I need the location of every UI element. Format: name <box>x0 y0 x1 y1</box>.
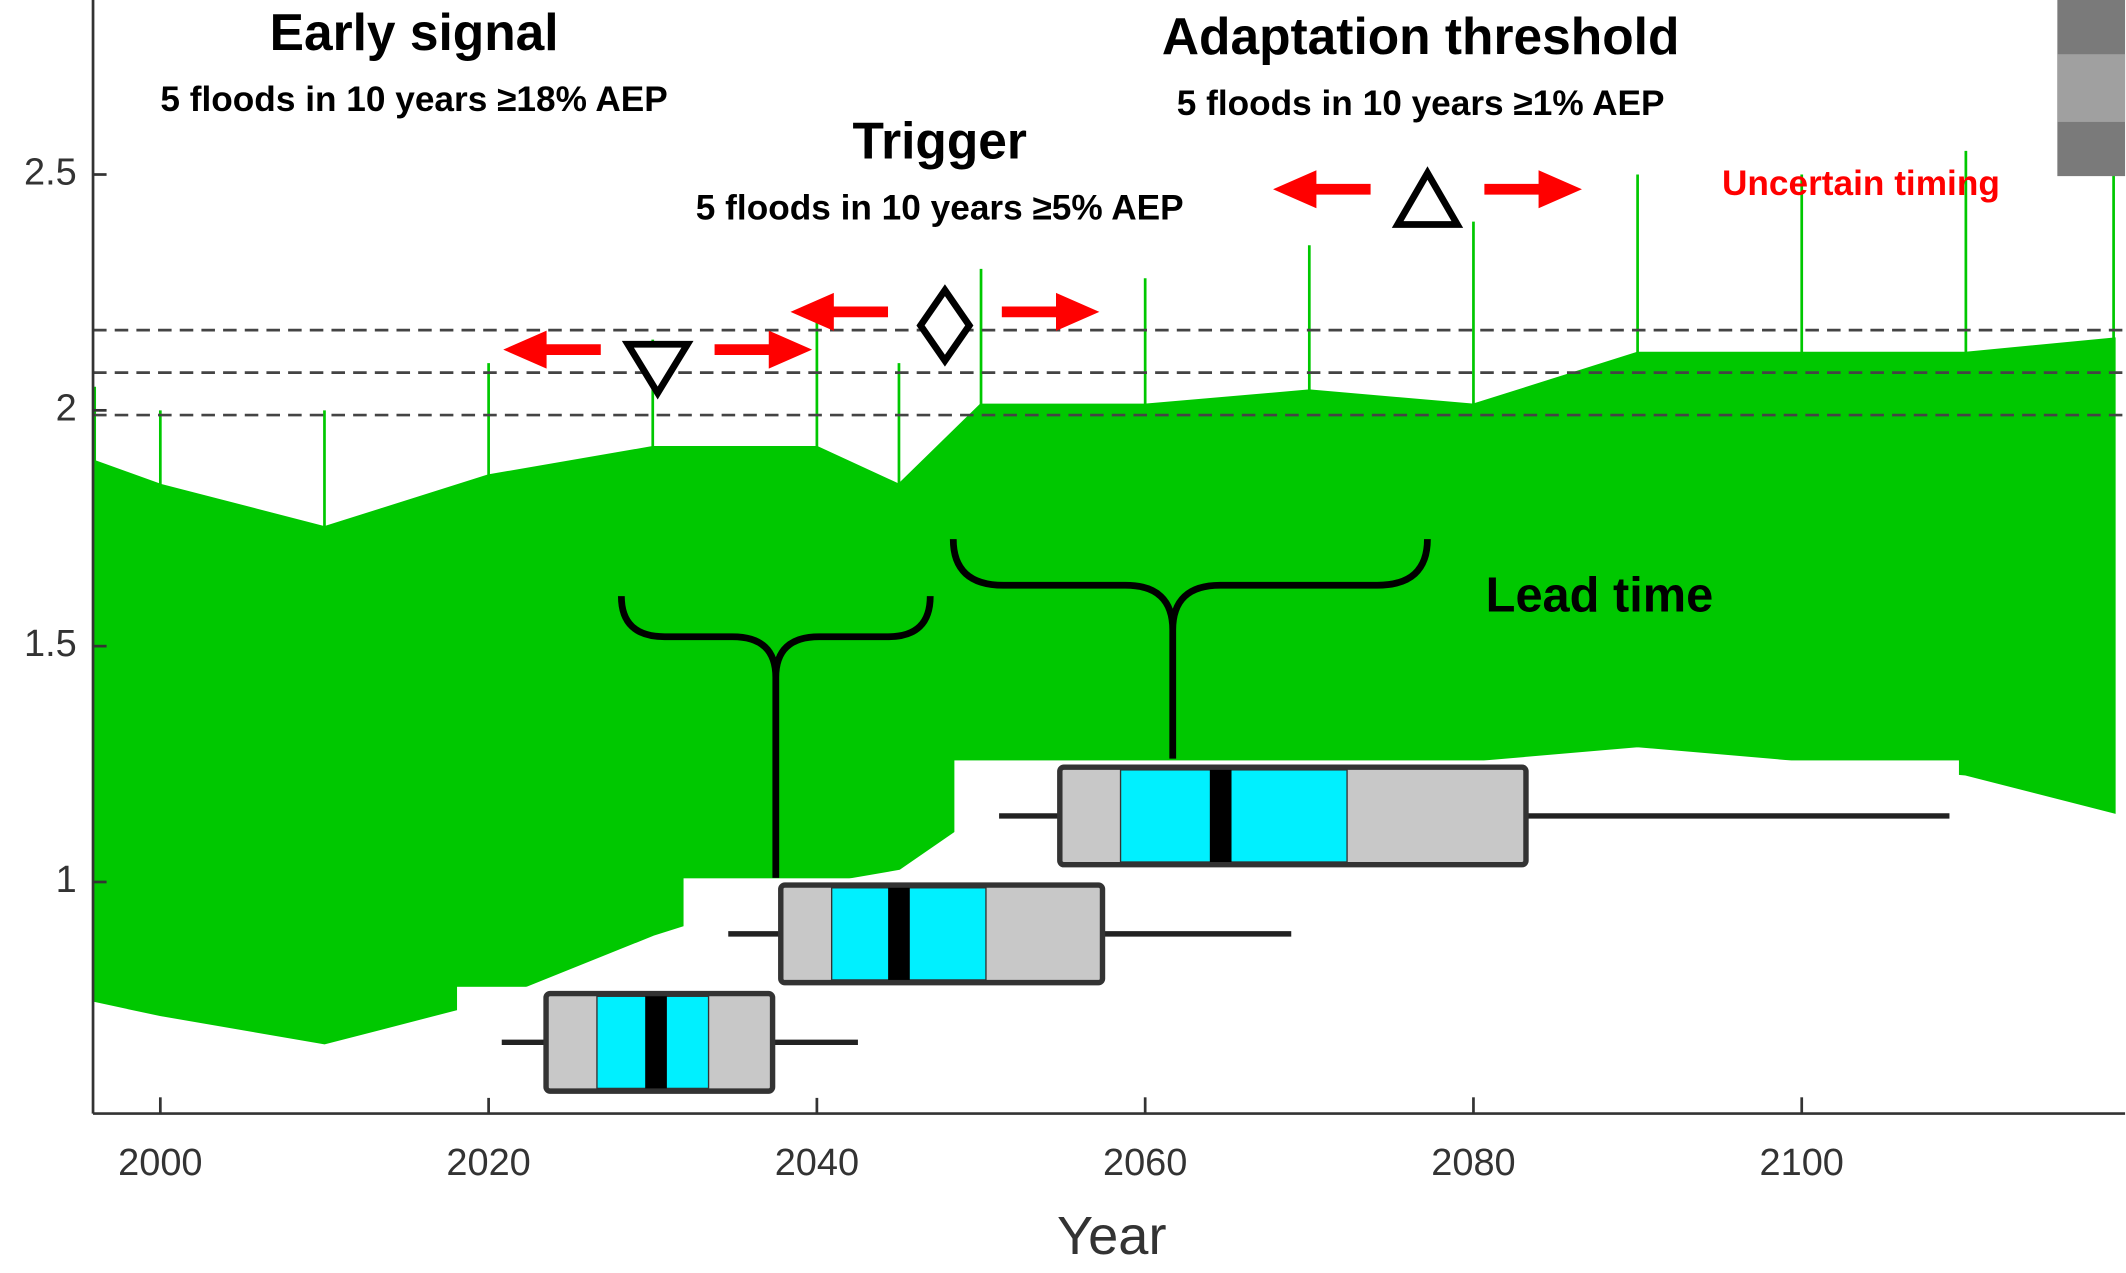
boxplot-median <box>1209 769 1232 863</box>
y-tick-label: 2.5 <box>24 152 77 194</box>
x-tick-label: 2000 <box>118 1142 202 1184</box>
y-tick-label: 2 <box>56 387 77 429</box>
annotation: Adaptation threshold <box>1162 7 1680 65</box>
marker <box>621 340 694 400</box>
annotation: 5 floods in 10 years ≥5% AEP <box>696 188 1184 227</box>
marker <box>916 284 974 367</box>
x-tick-label: 2020 <box>446 1142 530 1184</box>
bracket <box>949 539 1431 759</box>
photo-inset-detail <box>2057 54 2126 122</box>
x-axis-label: Year <box>1057 1206 1166 1266</box>
boxplot-median <box>645 996 667 1089</box>
uncertainty-arrow <box>503 330 601 369</box>
annotation: Early signal <box>270 3 559 61</box>
uncertainty-arrow <box>1273 170 1371 209</box>
y-tick-label: 1 <box>56 859 77 901</box>
data-area <box>92 337 2116 1045</box>
x-tick-label: 2040 <box>775 1142 859 1184</box>
y-tick-label: 1.5 <box>24 623 77 665</box>
x-tick-label: 2100 <box>1760 1142 1844 1184</box>
annotation: 5 floods in 10 years ≥1% AEP <box>1177 84 1665 123</box>
uncertainty-arrow <box>1484 170 1582 209</box>
boxplot-inner <box>1119 769 1348 863</box>
annotation: Uncertain timing <box>1722 164 2000 203</box>
marker <box>1391 166 1464 228</box>
annotation: Trigger <box>852 112 1026 170</box>
x-tick-label: 2080 <box>1431 1142 1515 1184</box>
uncertainty-arrow <box>1001 292 1100 331</box>
annotation: Lead time <box>1486 569 1714 623</box>
uncertainty-arrow <box>790 292 889 331</box>
bracket <box>617 595 934 878</box>
boxplot-median <box>888 887 910 980</box>
x-tick-label: 2060 <box>1103 1142 1187 1184</box>
annotation: 5 floods in 10 years ≥18% AEP <box>160 80 667 119</box>
uncertainty-arrow <box>714 330 813 369</box>
